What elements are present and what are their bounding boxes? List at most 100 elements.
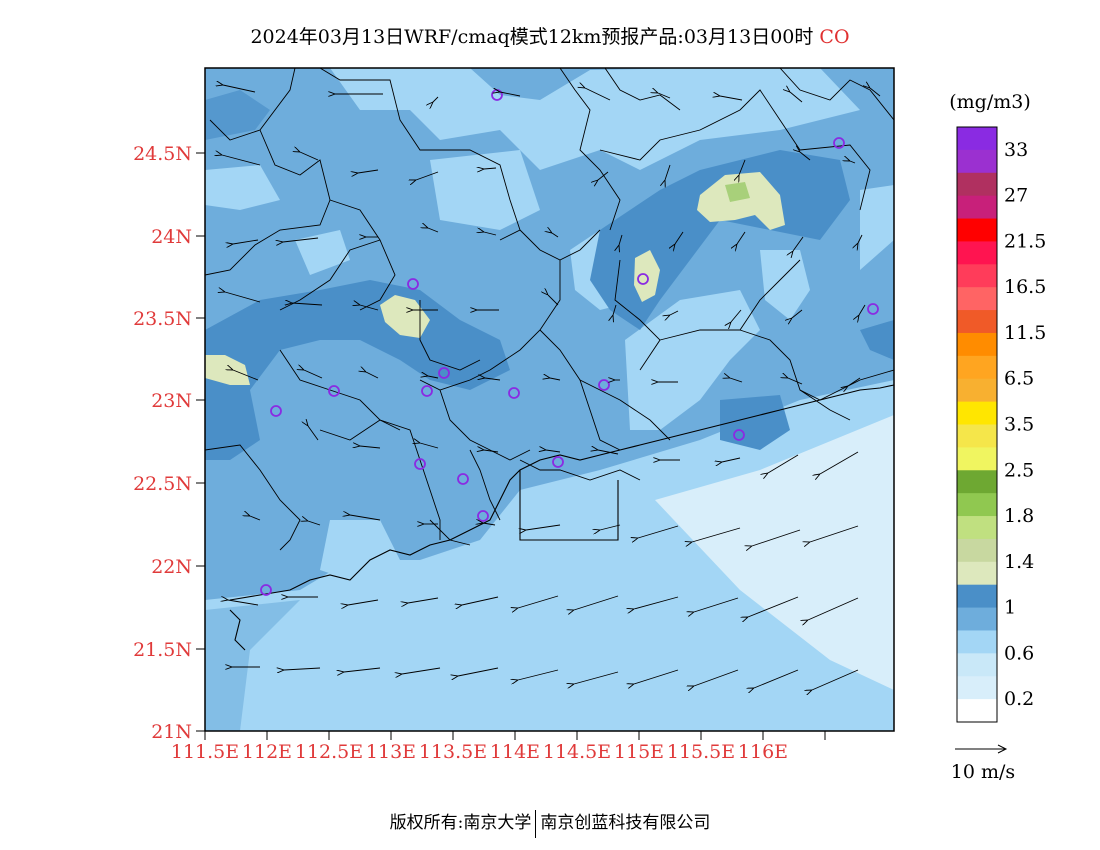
legend-swatch (957, 607, 997, 631)
station-marker (457, 473, 469, 485)
legend-swatch (957, 630, 997, 654)
wind-vector (731, 309, 742, 322)
chart-title: 2024年03月13日WRF/cmaq模式12km预报产品:03月13日00时 … (0, 22, 1100, 49)
lon-tick-label: 112.5E (295, 741, 363, 763)
concentration-field (205, 68, 894, 731)
legend-labels: 33 27 21.5 16.5 11.5 6.5 3.5 2.5 1.8 1.4 1 0.6 0.2 (1004, 139, 1046, 710)
legend-swatch (957, 264, 997, 288)
wind-vector (304, 370, 323, 379)
lat-tick-label: 23N (151, 390, 192, 412)
legend-frame (956, 126, 998, 723)
legend-label: 27 (1004, 185, 1028, 207)
southwest-low (320, 520, 400, 580)
footer-separator (535, 809, 537, 838)
wind-vector (675, 231, 684, 244)
color-legend (956, 126, 998, 723)
wind-vector (634, 596, 679, 609)
wind-vector (692, 527, 741, 542)
admin-boundaries (205, 68, 894, 551)
wind-vector (402, 667, 441, 674)
wind-vector (754, 669, 799, 688)
lon-tick-label: 112E (242, 741, 292, 763)
legend-label: 6.5 (1004, 368, 1034, 390)
wind-vector (793, 236, 804, 251)
legend-swatch (957, 241, 997, 265)
co-peak-northeast (697, 172, 785, 230)
wind-vector (283, 237, 319, 242)
wind-vector (670, 310, 679, 315)
footer-owner: 版权所有:南京大学 (389, 813, 532, 833)
wind-vector (850, 161, 856, 164)
legend-unit: (mg/m3) (949, 91, 1031, 113)
legend-swatch (957, 401, 997, 425)
legend-label: 33 (1004, 139, 1028, 161)
wind-scale-label: 10 m/s (951, 761, 1015, 783)
wind-vector (574, 595, 619, 610)
station-marker (414, 458, 426, 470)
wind-vector (546, 450, 561, 453)
station-marker (508, 387, 520, 399)
northeast-low (860, 185, 894, 270)
legend-swatch (957, 195, 997, 220)
wind-vector (737, 231, 746, 244)
lon-tick-label: 116E (738, 741, 788, 763)
legend-swatch (957, 653, 997, 677)
west-high-band (205, 280, 510, 460)
west-coastal-band (205, 600, 300, 731)
station-marker (733, 429, 745, 441)
wind-vector (348, 599, 379, 605)
wind-vector (820, 451, 859, 474)
wind-vector (308, 426, 319, 441)
wind-vector (485, 378, 501, 381)
wind-vector (462, 596, 499, 605)
wind-vector (613, 304, 617, 315)
legend-label: 16.5 (1004, 276, 1046, 298)
station-marker (260, 584, 272, 596)
wind-vector (483, 523, 496, 526)
station-marker (407, 278, 419, 290)
lon-tick-label: 115E (614, 741, 664, 763)
legend-swatch (957, 699, 997, 723)
wind-vector (250, 516, 261, 521)
wind-vector (634, 669, 679, 684)
co-peak-core (725, 182, 750, 202)
east-edge-high (860, 320, 894, 360)
wind-vector (366, 372, 379, 379)
lon-tick-label: 115.5E (667, 741, 735, 763)
legend-swatch (957, 584, 997, 609)
title-text: 2024年03月13日WRF/cmaq模式12km预报产品:03月13日00时 (250, 26, 814, 48)
station-marker (270, 405, 282, 417)
legend-swatch (957, 516, 997, 540)
legend-label: 1.8 (1004, 505, 1034, 527)
wind-vector (225, 292, 261, 303)
wind-vector (694, 669, 739, 686)
wind-vector (428, 376, 439, 379)
station-marker (438, 367, 450, 379)
wind-vector (859, 304, 866, 315)
wind-vector (360, 446, 381, 449)
legend-swatch (957, 676, 997, 700)
wind-vector (658, 93, 671, 99)
wind-vector (408, 597, 439, 603)
wind-vector (810, 525, 859, 542)
lat-tick-label: 24N (151, 226, 192, 248)
station-markers (260, 89, 879, 596)
wind-vector (870, 88, 881, 97)
wind-vector (308, 521, 321, 526)
footer-company: 南京创蓝科技有限公司 (540, 813, 711, 833)
wind-vector (638, 525, 679, 538)
northwest-high (205, 90, 270, 140)
legend-swatch (957, 172, 997, 197)
south-east-high (720, 395, 790, 450)
wind-vector (300, 152, 319, 161)
legend-label: 1 (1004, 597, 1016, 619)
lon-tick-label: 111.5E (171, 741, 239, 763)
west-patch-low (295, 230, 350, 275)
lon-tick-label: 113E (366, 741, 416, 763)
lon-tick-label: 114.5E (543, 741, 611, 763)
wind-vector (233, 239, 259, 244)
lat-tick-label: 21N (151, 721, 192, 743)
wind-vector (550, 378, 561, 381)
legend-label: 0.6 (1004, 642, 1034, 664)
